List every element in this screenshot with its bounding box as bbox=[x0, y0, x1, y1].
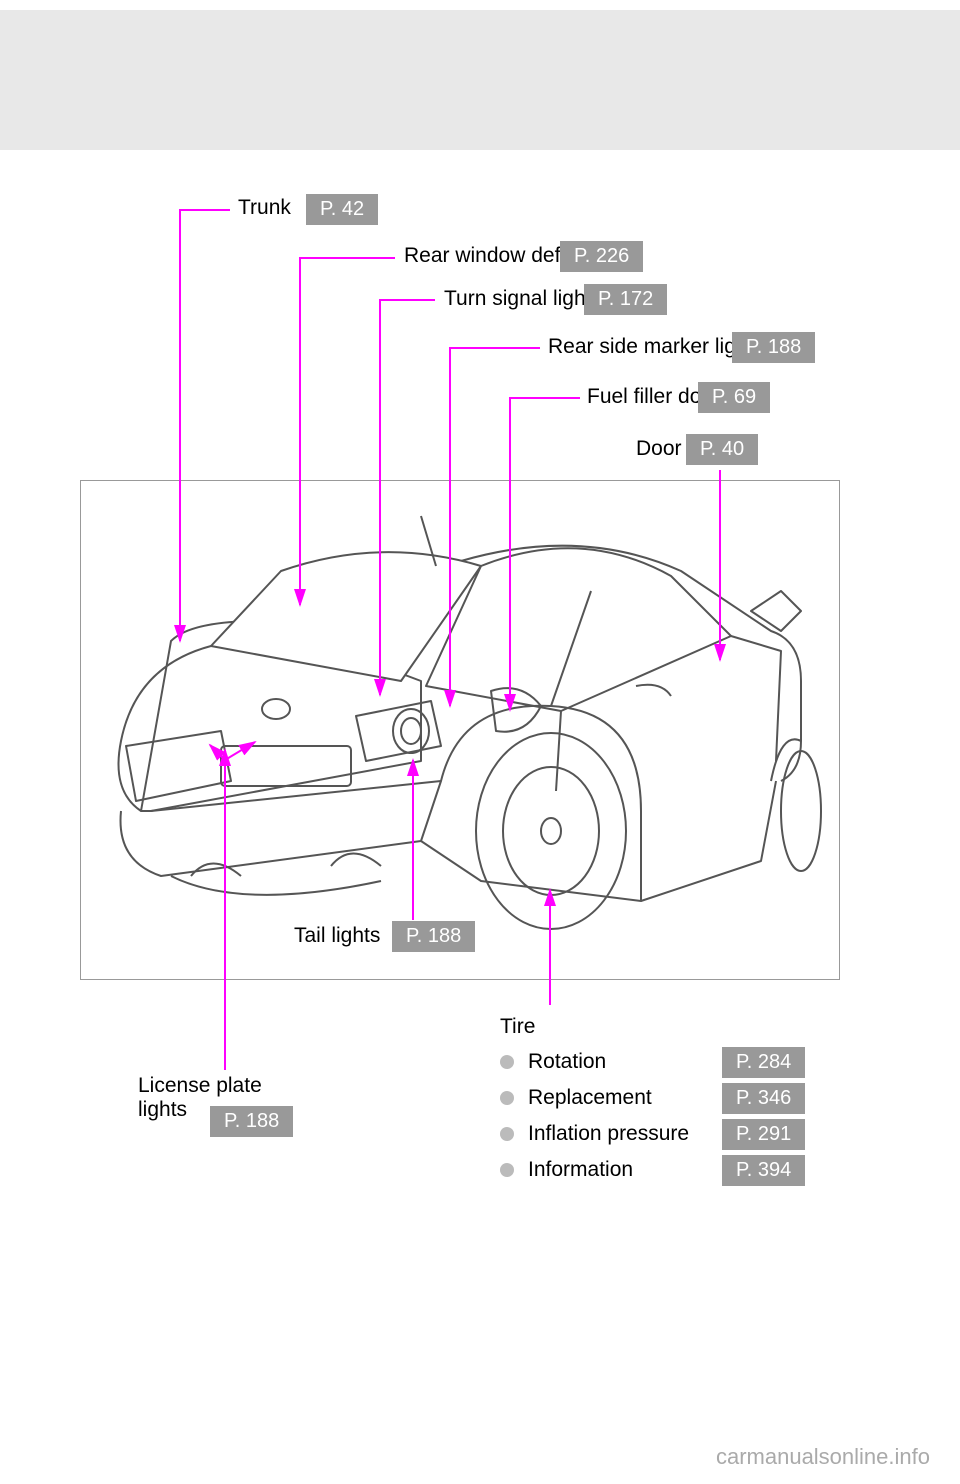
pageref-tire-0: P. 284 bbox=[722, 1047, 805, 1078]
pageref-tire-1: P. 346 bbox=[722, 1083, 805, 1114]
header-band bbox=[0, 10, 960, 150]
bullet-icon bbox=[500, 1163, 514, 1177]
pageref-trunk: P. 42 bbox=[306, 194, 378, 225]
label-turnsignal: Turn signal light bbox=[444, 287, 591, 311]
label-tire-1: Replacement bbox=[528, 1086, 652, 1110]
label-tire-3: Information bbox=[528, 1158, 633, 1182]
label-tire-0: Rotation bbox=[528, 1050, 606, 1074]
pageref-defogger: P. 226 bbox=[560, 241, 643, 272]
label-tire-title: Tire bbox=[500, 1015, 535, 1039]
car-diagram bbox=[80, 480, 840, 980]
label-tire-2: Inflation pressure bbox=[528, 1122, 689, 1146]
car-svg bbox=[81, 481, 841, 981]
watermark: carmanualsonline.info bbox=[716, 1444, 930, 1470]
label-sidemarker: Rear side marker light bbox=[548, 335, 753, 359]
pageref-taillights: P. 188 bbox=[392, 921, 475, 952]
pageref-tire-3: P. 394 bbox=[722, 1155, 805, 1186]
label-door: Door bbox=[636, 437, 682, 461]
bullet-icon bbox=[500, 1055, 514, 1069]
pageref-fueldoor: P. 69 bbox=[698, 382, 770, 413]
pageref-platelights: P. 188 bbox=[210, 1106, 293, 1137]
pageref-sidemarker: P. 188 bbox=[732, 332, 815, 363]
bullet-icon bbox=[500, 1091, 514, 1105]
pageref-turnsignal: P. 172 bbox=[584, 284, 667, 315]
label-trunk: Trunk bbox=[238, 196, 291, 220]
bullet-icon bbox=[500, 1127, 514, 1141]
pageref-door: P. 40 bbox=[686, 434, 758, 465]
pageref-tire-2: P. 291 bbox=[722, 1119, 805, 1150]
label-taillights: Tail lights bbox=[294, 924, 380, 948]
